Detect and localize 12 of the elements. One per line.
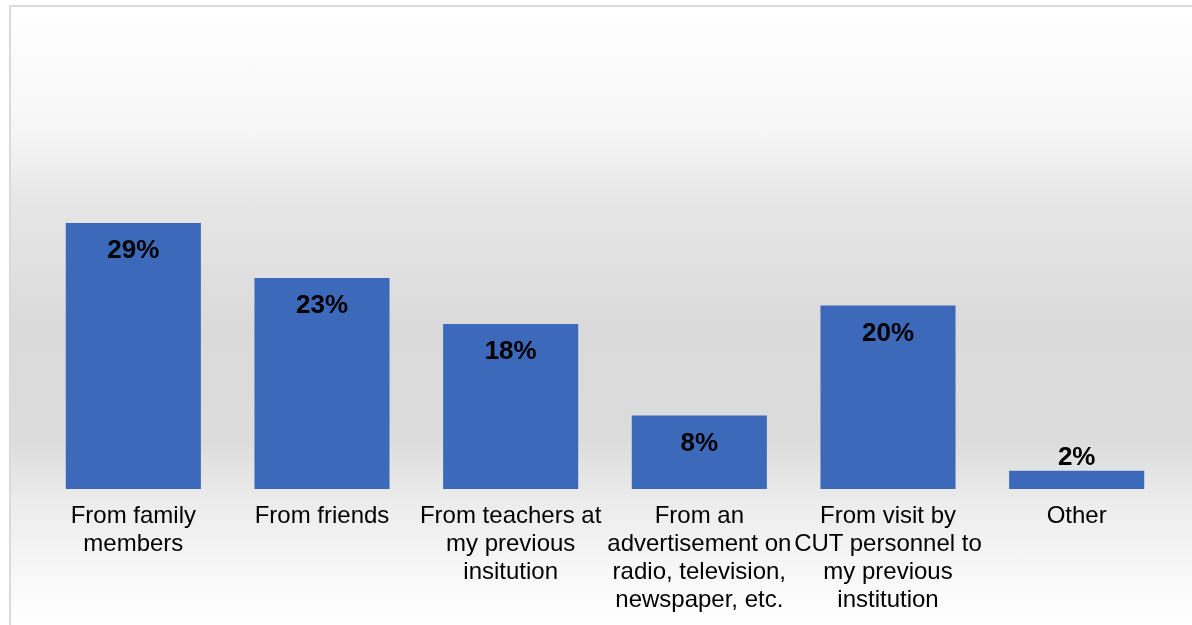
data-label: 23% bbox=[295, 289, 349, 320]
x-tick-label: From teachers at my previous insitution bbox=[419, 500, 602, 584]
data-label: 20% bbox=[861, 316, 915, 347]
data-label: 29% bbox=[107, 234, 160, 265]
data-label: 2% bbox=[1057, 440, 1096, 471]
x-tick-label: From family members bbox=[70, 500, 197, 556]
x-tick-label: From friends bbox=[254, 500, 390, 528]
x-tick-label: From an advertisement on radio, television, newspaper, etc. bbox=[607, 500, 792, 612]
x-tick-label: From visit by CUT personnel to my previous institution bbox=[794, 500, 982, 612]
data-label: 18% bbox=[484, 335, 537, 366]
x-tick-label: Other bbox=[1046, 500, 1107, 528]
data-label: 8% bbox=[680, 426, 719, 457]
